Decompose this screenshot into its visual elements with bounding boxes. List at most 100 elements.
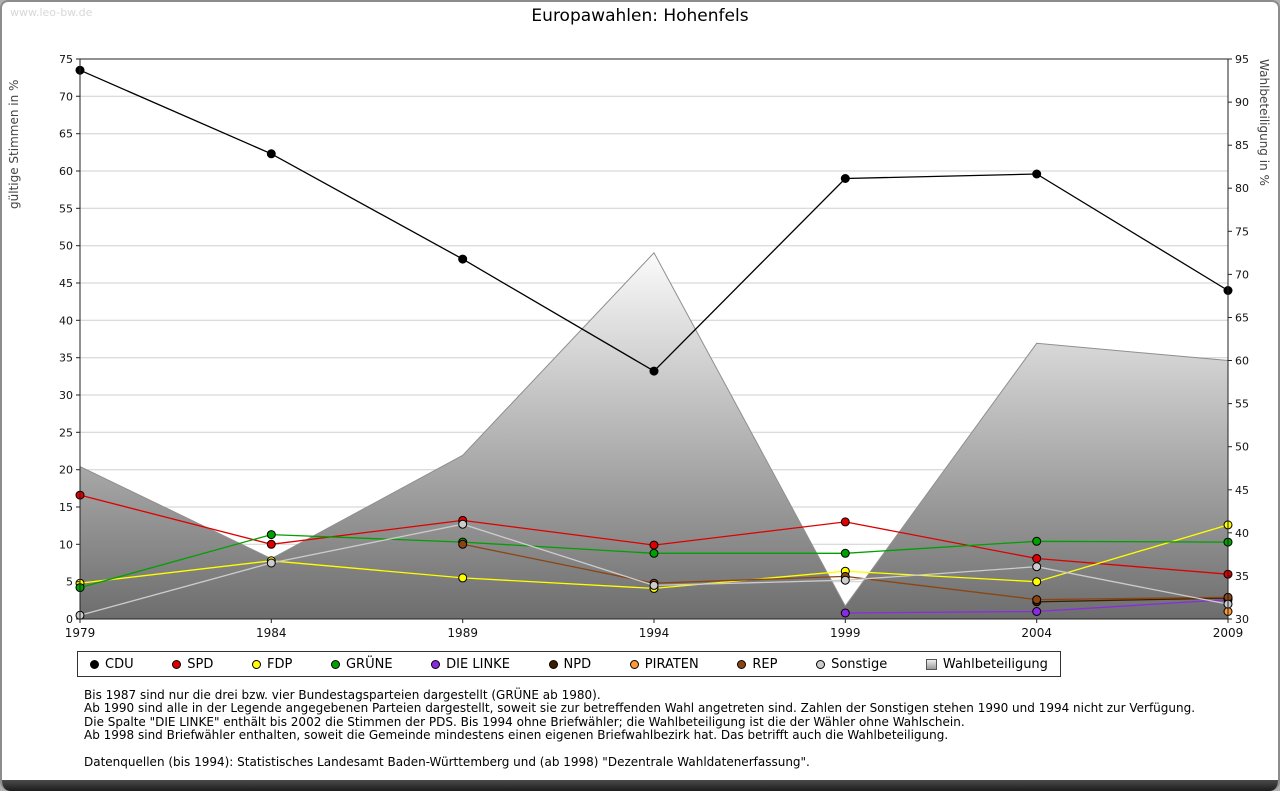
left-axis-tick-label: 70 — [59, 90, 73, 103]
party-legend-marker — [816, 659, 826, 669]
legend-label: DIE LINKE — [446, 656, 510, 672]
right-axis-title: Wahlbeteiligung in % — [1257, 59, 1271, 186]
party-legend-marker — [252, 659, 261, 669]
party-legend-marker — [548, 659, 558, 669]
point-sonstige-2004 — [1032, 562, 1042, 572]
right-axis-tick-label: 90 — [1235, 96, 1249, 109]
left-axis-tick-label: 35 — [59, 352, 73, 365]
series-line-npd — [1036, 597, 1229, 603]
point-sonstige-1999 — [840, 575, 850, 585]
legend-item-npd: NPD — [548, 656, 592, 672]
point-cdu-1984 — [266, 149, 276, 159]
footnote-line — [84, 743, 1238, 756]
left-axis-tick-label: 45 — [59, 277, 73, 290]
point-cdu-1989 — [458, 254, 468, 264]
legend-item-die-linke: DIE LINKE — [431, 657, 510, 672]
party-legend-marker — [629, 659, 639, 669]
party-legend-marker — [90, 659, 99, 669]
right-axis-tick-label: 70 — [1235, 268, 1249, 281]
point-fdp-1989 — [458, 573, 468, 583]
left-axis-tick-label: 50 — [59, 240, 73, 253]
left-axis-tick-label: 20 — [59, 464, 73, 477]
right-axis-tick-label: 80 — [1235, 182, 1249, 195]
footnote-line: Ab 1998 sind Briefwähler enthalten, sowe… — [84, 728, 949, 743]
left-axis-tick-label: 65 — [59, 128, 73, 141]
point-grüne-1984 — [266, 530, 276, 540]
legend: CDU SPD FDP GRÜNE DIE LINKE NPD PIRATEN REP Sons… — [77, 651, 1061, 677]
point-spd-2004 — [1032, 554, 1042, 563]
legend-item-fdp: FDP — [252, 657, 292, 672]
legend-item-spd: SPD — [172, 657, 213, 672]
point-spd-1984 — [266, 539, 276, 549]
turnout-area — [79, 251, 1229, 620]
right-axis-tick-label: 85 — [1235, 139, 1249, 152]
legend-label: FDP — [267, 656, 293, 672]
left-axis-tick-label: 0 — [66, 613, 73, 626]
point-spd-1999 — [840, 517, 850, 527]
footnote-line: Bis 1987 sind nur die drei bzw. vier Bun… — [84, 688, 601, 702]
party-legend-marker — [431, 659, 441, 669]
point-grüne-2004 — [1032, 536, 1042, 546]
footnote-line: Datenquellen (bis 1994): Statistisches L… — [84, 755, 810, 770]
right-axis-tick-label: 50 — [1235, 441, 1249, 454]
x-axis-tick-label: 1989 — [447, 626, 478, 640]
legend-item-cdu: CDU — [90, 657, 134, 672]
point-sonstige-1984 — [266, 558, 276, 568]
party-legend-marker — [172, 659, 182, 669]
footnotes: Bis 1987 sind nur die drei bzw. vier Bun… — [84, 688, 1238, 770]
point-die-linke-2004 — [1032, 607, 1042, 616]
right-axis-tick-label: 45 — [1235, 484, 1249, 497]
election-chart: 0 5 10 15 20 25 30 35 40 45 50 55 60 65 70 75 30 35 40 45 50… — [7, 53, 1271, 640]
legend-item-rep: REP — [737, 657, 777, 672]
legend-label: Wahlbeteiligung — [942, 656, 1048, 672]
legend-label: Sonstige — [831, 656, 888, 672]
turnout-legend-marker — [925, 658, 937, 670]
legend-item-wahlbeteiligung: Wahlbeteiligung — [925, 656, 1048, 672]
left-axis-tick-label: 10 — [59, 538, 73, 551]
right-axis-tick-label: 40 — [1235, 527, 1249, 540]
legend-label: PIRATEN — [644, 656, 699, 672]
point-spd-1994 — [649, 540, 659, 550]
x-axis-tick-label: 1984 — [256, 626, 287, 640]
point-fdp-2004 — [1032, 577, 1042, 587]
party-legend-marker — [737, 659, 747, 669]
watermark-url: www.leo-bw.de — [10, 6, 93, 19]
bottom-bar — [2, 780, 1278, 791]
point-rep-1989 — [458, 539, 468, 549]
legend-label: GRÜNE — [345, 656, 393, 672]
legend-label: REP — [752, 656, 778, 672]
left-axis-tick-label: 75 — [59, 53, 73, 66]
legend-label: NPD — [563, 656, 592, 672]
left-axis-tick-label: 5 — [66, 576, 73, 589]
x-axis-tick-label: 1994 — [639, 626, 670, 640]
right-axis-tick-label: 75 — [1235, 225, 1249, 238]
x-axis-tick-label: 2004 — [1021, 626, 1052, 640]
left-axis-tick-label: 55 — [59, 202, 73, 215]
left-axis-tick-label: 15 — [59, 501, 73, 514]
point-die-linke-1999 — [840, 608, 850, 618]
footnote-line: Die Spalte "DIE LINKE" enthält bis 2002 … — [84, 714, 965, 729]
party-legend-marker — [330, 659, 340, 669]
legend-item-sonstige: Sonstige — [816, 657, 887, 672]
legend-label: SPD — [187, 656, 214, 672]
point-grüne-1994 — [649, 548, 659, 558]
left-axis-title: gültige Stimmen in % — [7, 80, 21, 209]
right-axis-tick-label: 55 — [1235, 398, 1249, 411]
right-axis-tick-label: 65 — [1235, 312, 1249, 325]
point-cdu-1999 — [840, 174, 850, 183]
point-rep-2004 — [1032, 595, 1042, 605]
right-axis-tick-label: 30 — [1235, 613, 1249, 626]
left-axis-tick-label: 40 — [59, 314, 73, 327]
point-cdu-2004 — [1032, 169, 1042, 179]
legend-item-grüne: GRÜNE — [330, 656, 393, 672]
right-axis-tick-label: 95 — [1235, 53, 1249, 66]
left-axis-tick-label: 30 — [59, 389, 73, 402]
point-grüne-1999 — [840, 548, 850, 558]
point-sonstige-1989 — [458, 519, 468, 529]
left-axis-tick-label: 60 — [59, 165, 73, 178]
right-axis-tick-label: 35 — [1235, 570, 1249, 583]
legend-label: CDU — [105, 656, 134, 672]
point-cdu-1994 — [649, 366, 659, 376]
left-axis-tick-label: 25 — [59, 426, 73, 439]
